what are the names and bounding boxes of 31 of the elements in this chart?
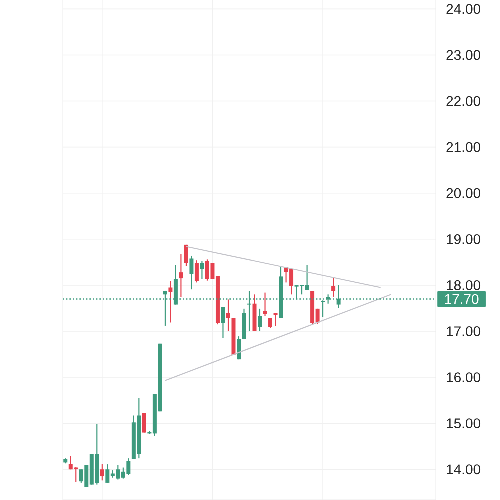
- candlestick: [168, 280, 173, 324]
- candlestick: [236, 336, 241, 360]
- y-tick-label: 16.00: [447, 372, 481, 382]
- candlestick: [194, 260, 199, 284]
- candlestick: [268, 318, 273, 329]
- candlestick: [179, 254, 184, 298]
- candlestick: [190, 255, 194, 290]
- candlestick: [258, 308, 262, 332]
- y-tick-label: 15.00: [447, 418, 481, 429]
- candlestick: [100, 464, 104, 482]
- y-tick-label: 22.00: [446, 96, 481, 106]
- y-tick-label: 14.00: [447, 464, 481, 475]
- ref-line-label: 17.70: [445, 294, 479, 304]
- y-tick-label: 24.00: [446, 4, 481, 14]
- candlestick: [263, 292, 268, 317]
- candlestick: [200, 260, 204, 280]
- y-tick-label: 19.00: [447, 234, 481, 244]
- candlestick: [274, 312, 278, 327]
- candlestick: [332, 276, 336, 298]
- candlestick: [184, 244, 188, 267]
- y-tick-label: 21.00: [446, 142, 481, 152]
- y-tick-label: 20.00: [446, 188, 481, 198]
- candlestick: [252, 294, 257, 332]
- candlestick: [242, 308, 246, 340]
- y-tick-label: 18.00: [447, 280, 481, 290]
- y-tick-label: 17.00: [447, 326, 481, 336]
- candlestick: [221, 306, 226, 339]
- y-tick-label: 23.00: [446, 50, 481, 60]
- candlestick: [142, 412, 146, 434]
- candlestick: [226, 299, 230, 332]
- candlestick: [232, 318, 236, 356]
